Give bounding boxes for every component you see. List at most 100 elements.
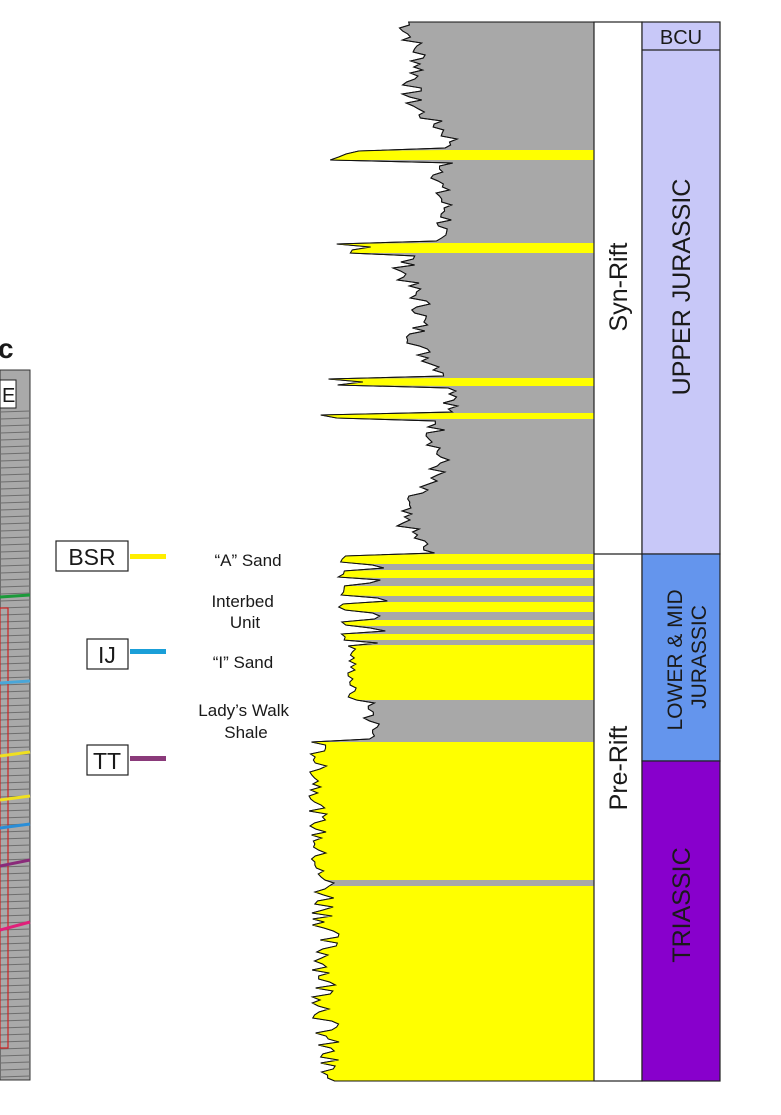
sand-band: [336, 243, 594, 253]
seismic-reflector: [0, 893, 31, 896]
seismic-reflector: [0, 515, 31, 518]
seismic-reflector: [0, 676, 31, 679]
seismic-reflector: [0, 956, 31, 959]
seismic-reflector: [0, 837, 31, 840]
seismic-reflector: [0, 802, 31, 805]
seismic-image: [0, 369, 31, 1081]
seismic-reflectors: [0, 410, 31, 1078]
sand-band: [347, 645, 594, 700]
strat-lower-mid-jurassic-line2: JURASSIC: [688, 605, 711, 709]
interbed-unit-label-line1: Interbed: [211, 592, 273, 611]
seismic-reflector: [0, 557, 31, 560]
seismic-reflector: [0, 578, 31, 581]
seismic-reflector: [0, 858, 31, 861]
sand-bands: [309, 150, 594, 1081]
phase-column-frame: [593, 21, 643, 1082]
seismic-reflector: [0, 1019, 31, 1022]
seismic-reflector: [0, 886, 31, 889]
seismic-reflector: [0, 704, 31, 707]
seismic-reflector: [0, 550, 31, 553]
ladys-walk-shale-label-line1: Lady’s Walk: [198, 701, 289, 720]
seismic-reflector: [0, 1075, 31, 1078]
seismic-reflector: [0, 599, 31, 602]
seismic-panel: c E: [0, 333, 31, 1081]
seismic-reflector: [0, 459, 31, 462]
seismic-reflector: [0, 830, 31, 833]
seismic-reflector: [0, 585, 31, 588]
seismic-reflector: [0, 732, 31, 735]
panel-letter: c: [0, 333, 14, 364]
seismic-reflector: [0, 900, 31, 903]
seismic-reflector: [0, 865, 31, 868]
seismic-reflector: [0, 844, 31, 847]
seismic-reflector: [0, 1068, 31, 1071]
seismic-reflector: [0, 718, 31, 721]
strat-bcu: BCU: [660, 27, 702, 49]
seismic-reflector: [0, 935, 31, 938]
seismic-reflector: [0, 480, 31, 483]
seismic-horizon-yellow: [0, 750, 31, 758]
seismic-reflector: [0, 998, 31, 1001]
seismic-reflector: [0, 1040, 31, 1043]
strat-lower-mid-jurassic: LOWER & MID JURASSIC: [664, 583, 711, 730]
panel-corner-text: E: [2, 385, 15, 407]
seismic-reflector: [0, 879, 31, 882]
seismic-reflector: [0, 1054, 31, 1057]
seismic-reflector: [0, 781, 31, 784]
seismic-reflector: [0, 907, 31, 910]
seismic-reflector: [0, 690, 31, 693]
horizon-code-box-ij: [86, 638, 129, 670]
sand-band: [328, 378, 594, 386]
seismic-reflector: [0, 536, 31, 539]
seismic-reflector: [0, 914, 31, 917]
seismic-horizon-blue: [0, 822, 31, 830]
interbed-unit-label-line2: Unit: [230, 613, 261, 632]
seismic-reflector: [0, 438, 31, 441]
seismic-reflector: [0, 634, 31, 637]
seismic-reflector: [0, 417, 31, 420]
seismic-reflector: [0, 571, 31, 574]
horizon-swatch-bsr: [130, 554, 166, 559]
strat-lower-mid-jurassic-line1: LOWER & MID: [664, 589, 687, 730]
seismic-reflector: [0, 1061, 31, 1064]
seismic-reflector: [0, 522, 31, 525]
i-sand-label: “I” Sand: [213, 653, 273, 672]
strat-lower-mid-jurassic-box: [641, 553, 721, 762]
seismic-reflector: [0, 970, 31, 973]
seismic-reflector: [0, 641, 31, 644]
sand-band: [312, 886, 594, 1081]
seismic-reflector: [0, 977, 31, 980]
seismic-reflector: [0, 1026, 31, 1029]
seismic-reflector: [0, 466, 31, 469]
seismic-reflector: [0, 452, 31, 455]
seismic-reflector: [0, 767, 31, 770]
ladys-walk-shale-label-line2: Shale: [224, 723, 267, 742]
phase-syn-rift: Syn-Rift: [605, 242, 633, 331]
strat-upper-jurassic: UPPER JURASSIC: [668, 179, 696, 396]
seismic-reflector: [0, 494, 31, 497]
panel-corner-box: [0, 379, 17, 409]
tectonic-phase-column: Syn-Rift Pre-Rift: [593, 21, 643, 1082]
sand-band: [341, 634, 594, 640]
sand-band: [338, 570, 594, 578]
sand-band: [341, 620, 594, 626]
seismic-reflector: [0, 711, 31, 714]
phase-pre-rift: Pre-Rift: [605, 726, 633, 811]
sand-band: [309, 742, 594, 880]
horizon-legend: BSR IJ TT: [55, 540, 166, 776]
seismic-reflector: [0, 592, 31, 595]
sand-band: [341, 586, 594, 596]
strat-triassic: TRIASSIC: [668, 847, 696, 962]
seismic-reflector: [0, 809, 31, 812]
seismic-reflector: [0, 851, 31, 854]
seismic-reflector: [0, 431, 31, 434]
seismic-horizon-lightblue: [0, 679, 31, 685]
horizon-code-box-tt: [86, 744, 129, 776]
sand-band: [340, 554, 594, 564]
seismic-horizon-green: [0, 593, 31, 599]
seismic-reflector: [0, 872, 31, 875]
horizon-code-ij: IJ: [98, 642, 116, 668]
seismic-horizon-yellow-2: [0, 794, 31, 802]
seismic-reflector: [0, 774, 31, 777]
